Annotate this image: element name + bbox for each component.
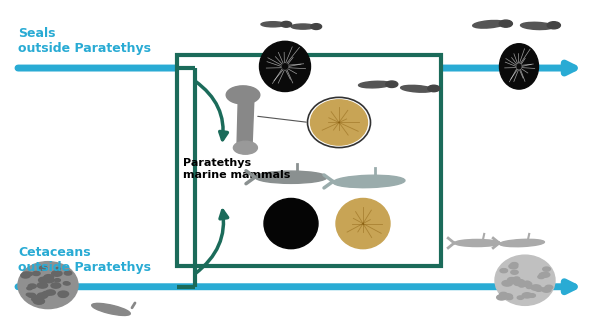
Ellipse shape [92,303,130,316]
Circle shape [44,278,54,283]
Circle shape [32,272,40,275]
Circle shape [519,284,524,287]
Circle shape [531,285,541,290]
Ellipse shape [291,24,315,29]
Circle shape [538,275,544,279]
Circle shape [539,273,546,277]
Circle shape [64,271,72,275]
Circle shape [497,295,506,300]
Circle shape [311,24,322,29]
Circle shape [281,21,292,27]
Text: Cetaceans
outside Paratethys: Cetaceans outside Paratethys [18,246,151,274]
Circle shape [503,294,512,299]
Circle shape [43,291,50,296]
Ellipse shape [264,198,318,249]
Circle shape [58,291,68,297]
Ellipse shape [521,22,553,29]
Circle shape [506,296,513,300]
Circle shape [35,295,42,299]
Ellipse shape [255,171,327,183]
Circle shape [37,293,47,298]
Circle shape [428,85,440,92]
Circle shape [523,282,532,287]
Circle shape [37,283,47,288]
Circle shape [46,290,55,295]
Circle shape [511,270,518,274]
Circle shape [34,298,44,304]
Ellipse shape [359,81,391,88]
Circle shape [59,293,67,297]
Ellipse shape [401,85,433,92]
Circle shape [542,287,551,292]
Circle shape [226,86,260,104]
Ellipse shape [336,198,390,249]
Circle shape [26,272,32,276]
Circle shape [34,298,44,304]
Circle shape [526,285,532,288]
Circle shape [502,281,512,286]
Circle shape [55,279,61,282]
Circle shape [514,280,525,285]
Circle shape [52,271,62,276]
Text: Seals
outside Paratethys: Seals outside Paratethys [18,27,151,55]
Circle shape [386,81,398,87]
Circle shape [547,22,560,29]
Circle shape [51,283,61,288]
Circle shape [55,271,61,274]
Circle shape [44,275,53,280]
Circle shape [509,264,518,269]
Ellipse shape [495,255,555,305]
Ellipse shape [311,100,367,145]
Circle shape [28,293,35,297]
Circle shape [529,294,535,297]
Circle shape [541,272,550,277]
Circle shape [508,278,515,282]
Circle shape [535,288,542,291]
Circle shape [500,269,508,273]
Circle shape [23,272,31,276]
Circle shape [545,285,553,289]
Ellipse shape [261,22,285,27]
Circle shape [517,296,524,299]
Circle shape [27,287,32,290]
Circle shape [39,266,47,270]
Text: Paratethys
marine mammals: Paratethys marine mammals [183,158,290,179]
Ellipse shape [500,239,544,247]
Ellipse shape [333,175,405,188]
Ellipse shape [260,41,311,91]
Ellipse shape [499,44,539,89]
Circle shape [63,282,69,285]
Circle shape [502,269,507,272]
Circle shape [511,262,518,267]
FancyBboxPatch shape [177,55,441,266]
Circle shape [525,281,530,284]
Circle shape [514,280,524,285]
Circle shape [233,141,257,154]
Circle shape [21,273,30,278]
Circle shape [38,277,49,283]
Circle shape [499,20,512,27]
Circle shape [32,297,40,301]
Ellipse shape [473,20,505,28]
Circle shape [522,293,532,298]
Circle shape [56,268,61,270]
Circle shape [514,277,520,280]
Circle shape [26,293,31,296]
Circle shape [499,292,508,296]
Circle shape [538,287,544,291]
Circle shape [65,282,70,285]
Circle shape [543,267,550,271]
Ellipse shape [18,262,78,308]
Polygon shape [237,101,254,147]
Ellipse shape [455,239,499,247]
Circle shape [28,284,36,288]
